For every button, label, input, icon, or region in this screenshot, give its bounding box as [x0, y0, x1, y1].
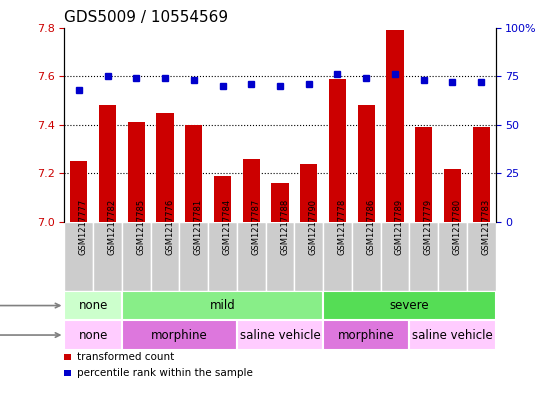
Text: severe: severe [390, 299, 429, 312]
Text: GSM1217784: GSM1217784 [222, 199, 231, 255]
Bar [409, 320, 496, 350]
Text: GSM1217781: GSM1217781 [194, 199, 203, 255]
Bar [438, 222, 467, 291]
Text: GSM1217788: GSM1217788 [280, 199, 289, 255]
Text: transformed count: transformed count [77, 352, 174, 362]
Bar [70, 161, 87, 222]
Text: GSM1217779: GSM1217779 [424, 199, 433, 255]
Text: morphine: morphine [151, 329, 208, 342]
Text: GSM1217777: GSM1217777 [79, 199, 88, 255]
Bar [237, 222, 265, 291]
Text: GSM1217790: GSM1217790 [309, 199, 318, 255]
Text: GSM1217776: GSM1217776 [165, 199, 174, 255]
Text: GSM1217782: GSM1217782 [108, 199, 116, 255]
Bar [99, 105, 116, 222]
Bar [467, 222, 496, 291]
Bar [214, 176, 231, 222]
Bar [64, 291, 122, 320]
Bar [242, 159, 260, 222]
Bar [64, 320, 122, 350]
Text: none: none [78, 329, 108, 342]
Bar [323, 222, 352, 291]
Bar [323, 291, 496, 320]
Text: GSM1217789: GSM1217789 [395, 199, 404, 255]
Bar [93, 222, 122, 291]
Text: GSM1217778: GSM1217778 [338, 199, 347, 255]
Bar [185, 125, 202, 222]
Text: mild: mild [209, 299, 235, 312]
Text: agent: agent [0, 330, 60, 340]
Bar [122, 291, 323, 320]
Text: saline vehicle: saline vehicle [240, 329, 320, 342]
Bar [323, 320, 409, 350]
Text: GSM1217780: GSM1217780 [452, 199, 461, 255]
Bar [352, 222, 381, 291]
Bar [237, 320, 323, 350]
Bar [386, 30, 404, 222]
Text: GSM1217785: GSM1217785 [136, 199, 145, 255]
Text: GSM1217786: GSM1217786 [366, 199, 375, 255]
Text: percentile rank within the sample: percentile rank within the sample [77, 368, 253, 378]
Text: saline vehicle: saline vehicle [412, 329, 493, 342]
Bar [122, 222, 151, 291]
Bar [358, 105, 375, 222]
Bar [179, 222, 208, 291]
Bar [329, 79, 346, 222]
Text: none: none [78, 299, 108, 312]
Bar [265, 222, 295, 291]
Bar [415, 127, 432, 222]
Bar [208, 222, 237, 291]
Bar [272, 183, 288, 222]
Bar [300, 163, 318, 222]
Text: stress: stress [0, 301, 60, 310]
Bar [409, 222, 438, 291]
Bar [64, 222, 93, 291]
Bar [156, 113, 174, 222]
Bar [295, 222, 323, 291]
Text: GDS5009 / 10554569: GDS5009 / 10554569 [64, 10, 228, 25]
Bar [444, 169, 461, 222]
Text: GSM1217787: GSM1217787 [251, 199, 260, 255]
Bar [473, 127, 490, 222]
Text: GSM1217783: GSM1217783 [481, 199, 490, 255]
Bar [122, 320, 237, 350]
Bar [381, 222, 409, 291]
Text: morphine: morphine [338, 329, 395, 342]
Bar [128, 122, 145, 222]
Bar [151, 222, 179, 291]
